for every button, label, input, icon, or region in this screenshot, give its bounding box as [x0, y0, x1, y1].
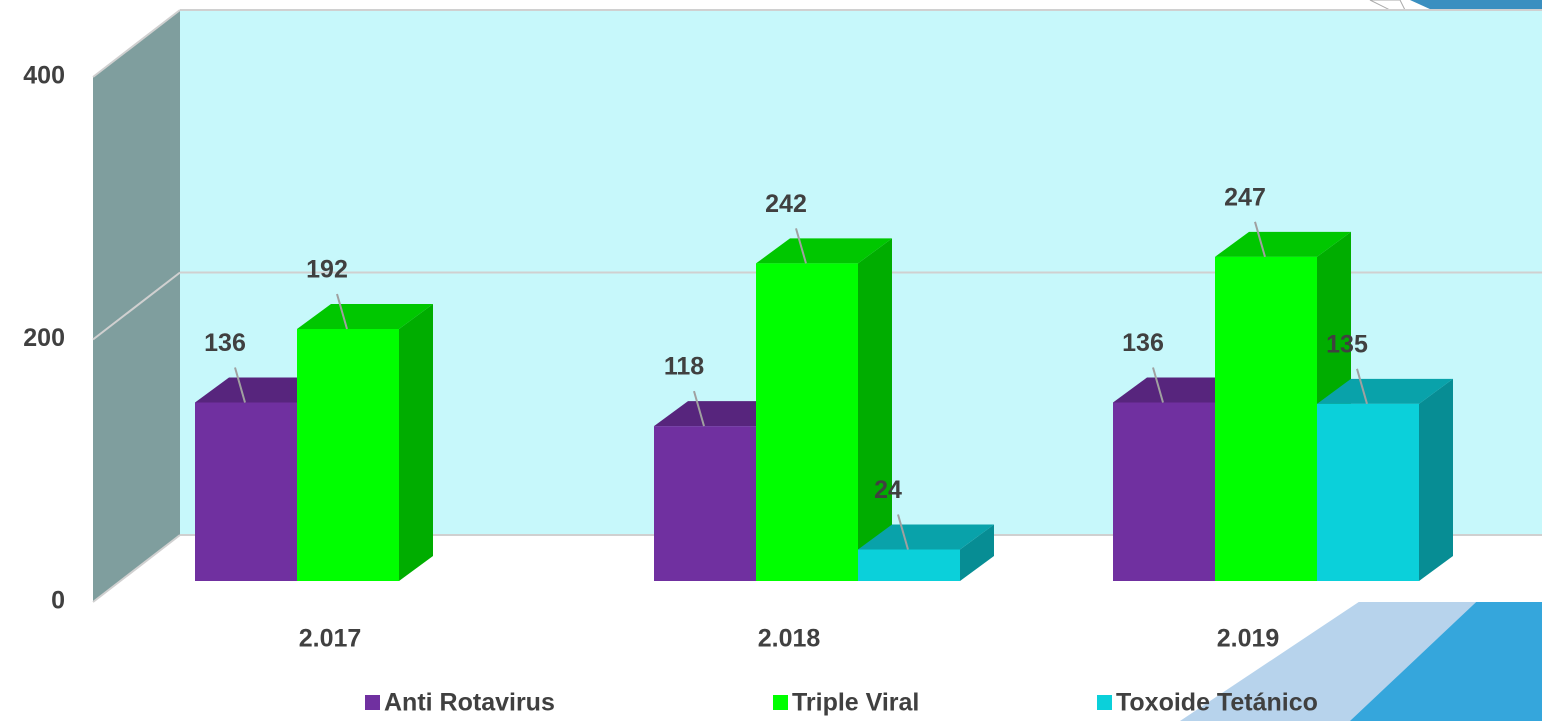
bar — [1215, 257, 1317, 581]
legend-swatch — [365, 695, 380, 710]
legend-swatch — [1097, 695, 1112, 710]
bar — [756, 263, 858, 581]
bar-side — [399, 304, 433, 581]
data-label: 242 — [765, 190, 807, 218]
legend-label: Toxoide Tetánico — [1116, 689, 1318, 717]
bar — [1317, 404, 1419, 581]
legend-swatch — [773, 695, 788, 710]
chart: 0 200 400 2.017 2.018 2.019 136 118 136 192 242 247… — [0, 0, 1542, 721]
bar — [858, 550, 960, 582]
bar — [1113, 403, 1215, 582]
x-tick-label: 2.018 — [758, 625, 821, 653]
data-label: 118 — [664, 353, 704, 381]
y-tick-label: 200 — [23, 324, 65, 352]
y-tick-label: 0 — [51, 587, 65, 615]
legend-label: Triple Viral — [792, 689, 919, 717]
x-tick-label: 2.019 — [1217, 625, 1280, 653]
x-tick-label: 2.017 — [299, 625, 362, 653]
data-label: 136 — [204, 329, 246, 357]
data-label: 247 — [1224, 183, 1266, 211]
bar-side — [1419, 379, 1453, 581]
bar — [654, 426, 756, 581]
bar — [297, 329, 399, 581]
data-label: 24 — [874, 476, 902, 504]
data-label: 192 — [306, 256, 348, 284]
legend-label: Anti Rotavirus — [384, 689, 555, 717]
data-label: 135 — [1326, 330, 1368, 358]
data-label: 136 — [1122, 329, 1164, 357]
bar — [195, 403, 297, 582]
y-tick-label: 400 — [23, 62, 65, 90]
